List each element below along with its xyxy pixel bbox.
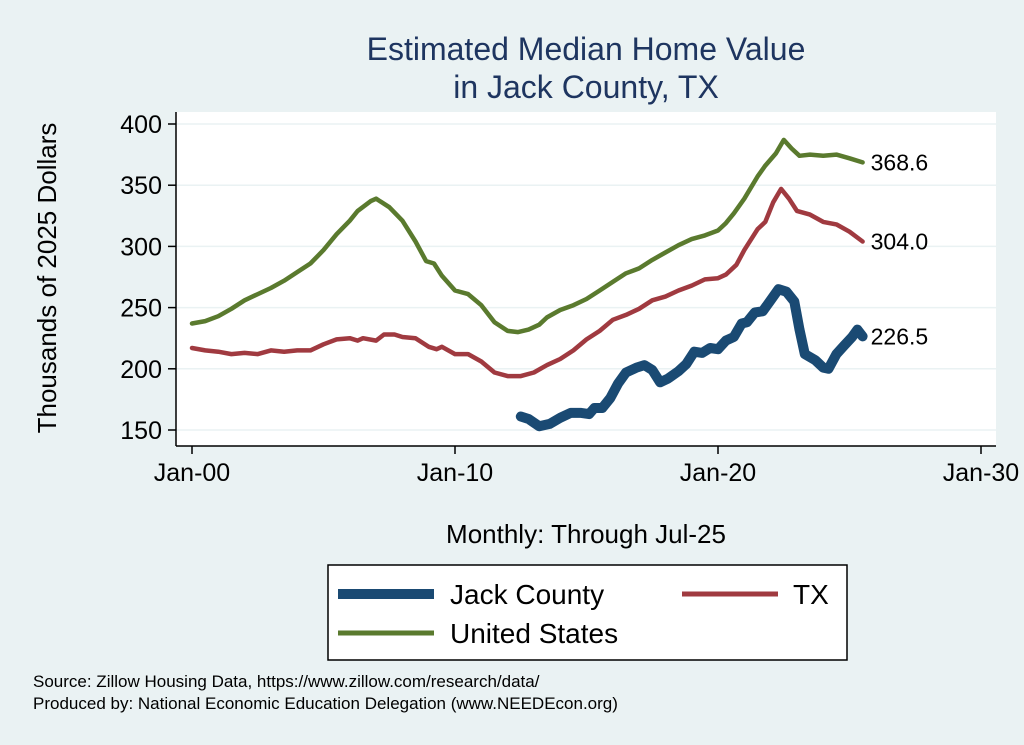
grid xyxy=(176,123,996,431)
y-tick-label: 350 xyxy=(120,172,162,200)
legend-item-tx: TX xyxy=(682,579,829,610)
x-tick-label: Jan-00 xyxy=(154,459,230,487)
series-line-jack-county xyxy=(515,284,868,432)
y-axis-title: Thousands of 2025 Dollars xyxy=(32,123,62,434)
legend-item-jack-county: Jack County xyxy=(338,579,604,610)
y-axis: 150 200 250 300 350 400 xyxy=(120,111,177,446)
end-label-tx: 304.0 xyxy=(871,229,929,255)
x-tick-label: Jan-30 xyxy=(943,459,1019,487)
legend-label-tx: TX xyxy=(793,579,829,610)
end-labels: 368.6 304.0 226.5 xyxy=(871,149,929,349)
y-tick-label: 400 xyxy=(120,111,162,139)
y-tick-label: 300 xyxy=(120,233,162,261)
legend-box xyxy=(327,564,848,661)
y-tick-label: 250 xyxy=(120,295,162,323)
series-lines xyxy=(189,137,868,432)
legend-label-united-states: United States xyxy=(450,618,618,649)
series-line-united-states xyxy=(189,137,865,335)
series-line-tx xyxy=(189,186,865,379)
source-note: Source: Zillow Housing Data, https://www… xyxy=(33,672,540,691)
y-tick-label: 150 xyxy=(120,417,162,445)
chart-title: Estimated Median Home Value xyxy=(367,31,806,67)
legend-label-jack-county: Jack County xyxy=(450,579,604,610)
plot-area xyxy=(176,112,996,446)
x-tick-label: Jan-20 xyxy=(680,459,756,487)
end-label-united-states: 368.6 xyxy=(871,149,929,175)
end-label-jack-county: 226.5 xyxy=(871,323,929,349)
legend-item-united-states: United States xyxy=(338,618,618,649)
y-tick-label: 200 xyxy=(120,356,162,384)
x-tick-label: Jan-10 xyxy=(417,459,493,487)
producer-note: Produced by: National Economic Education… xyxy=(33,694,618,713)
x-axis: Jan-00 Jan-10 Jan-20 Jan-30 xyxy=(154,445,1019,487)
chart-subtitle: in Jack County, TX xyxy=(453,69,719,105)
x-axis-title: Monthly: Through Jul-25 xyxy=(446,519,726,549)
